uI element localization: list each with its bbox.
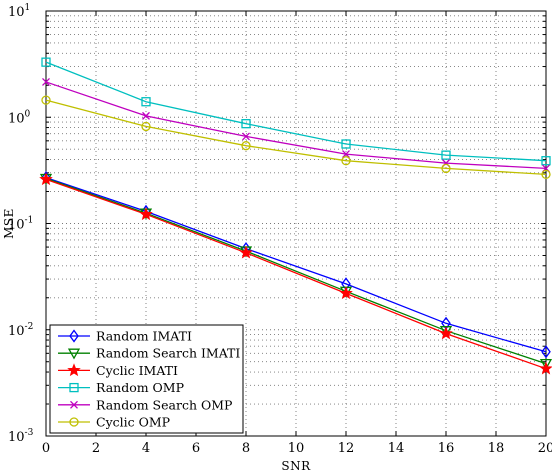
y-axis-title: MSE [2, 208, 16, 239]
legend-item: Cyclic IMATI [58, 363, 178, 378]
data-point [69, 417, 79, 427]
y-tick-label: 10-2 [8, 322, 33, 339]
data-point [241, 141, 251, 151]
x-tick-label: 6 [192, 441, 200, 456]
y-tick-exponent: 1 [25, 3, 31, 13]
data-point [41, 57, 51, 67]
data-point [241, 119, 251, 129]
series-line [45, 177, 547, 365]
data-point [141, 121, 151, 132]
data-point [541, 169, 551, 180]
series [41, 57, 551, 166]
legend-label: Random Search OMP [96, 397, 232, 412]
data-point [141, 97, 151, 107]
x-tick-label: 14 [388, 441, 405, 456]
y-tick-base: 10 [8, 430, 25, 445]
x-tick-label: 0 [42, 441, 50, 456]
legend-item: Random IMATI [58, 329, 192, 344]
data-point [539, 361, 552, 375]
legend-label: Random OMP [96, 380, 184, 395]
x-tick-label: 20 [538, 441, 552, 456]
x-tick-label: 2 [92, 441, 100, 456]
y-tick-exponent: -2 [25, 322, 34, 332]
x-tick-label: 18 [488, 441, 505, 456]
series [39, 172, 552, 375]
legend-label: Random Search IMATI [96, 346, 240, 361]
data-point [39, 172, 53, 186]
series [42, 77, 550, 173]
y-tick-label: 100 [8, 109, 31, 126]
legend-item: Random OMP [58, 380, 184, 395]
data-point [41, 95, 51, 105]
x-tick-label: 10 [288, 441, 305, 456]
data-point [67, 348, 81, 360]
data-point [69, 329, 79, 343]
y-tick-base: 10 [8, 218, 25, 233]
legend-label: Random IMATI [96, 329, 192, 344]
data-point [142, 111, 150, 120]
series [41, 95, 551, 180]
x-tick-label: 12 [338, 441, 355, 456]
legend-item: Cyclic OMP [58, 415, 170, 430]
y-tick-exponent: -1 [25, 216, 34, 226]
x-tick-label: 16 [438, 441, 455, 456]
data-point [341, 156, 351, 166]
data-series [39, 57, 552, 375]
data-point [239, 245, 253, 259]
data-point [339, 286, 353, 300]
y-tick-base: 10 [8, 5, 25, 20]
data-point [441, 150, 451, 160]
data-point [439, 326, 453, 340]
series-line [45, 177, 547, 353]
data-point [541, 156, 551, 166]
legend-item: Random Search IMATI [58, 346, 240, 361]
data-point [42, 77, 50, 86]
data-point [342, 150, 350, 159]
data-point [69, 382, 79, 393]
data-point [70, 400, 78, 409]
x-tick-label: 4 [142, 441, 150, 456]
legend-item: Random Search OMP [58, 397, 232, 412]
series-line [45, 178, 547, 370]
y-tick-base: 10 [8, 324, 25, 339]
series-line [45, 99, 547, 176]
series-line [45, 81, 547, 170]
y-tick-label: 10-1 [8, 216, 33, 233]
legend: Random IMATI Random Search IMATI Cyclic IM… [49, 324, 244, 434]
y-tick-exponent: 0 [25, 109, 31, 119]
data-point [139, 207, 153, 221]
data-point [441, 163, 451, 174]
data-point [242, 132, 250, 141]
data-point [541, 345, 551, 359]
x-axis-title: SNR [281, 459, 311, 473]
data-point [341, 139, 351, 149]
plot-area [45, 10, 547, 437]
y-tick-base: 10 [8, 111, 25, 126]
legend-label: Cyclic OMP [96, 415, 170, 430]
x-tick-label: 8 [242, 441, 250, 456]
data-point [539, 358, 552, 370]
data-point [67, 363, 81, 377]
y-tick-label: 10-3 [8, 428, 34, 445]
legend-label: Cyclic IMATI [96, 363, 178, 378]
series-line [45, 61, 547, 162]
axis-labels: SNR MSE [2, 208, 311, 473]
y-tick-exponent: -3 [25, 428, 34, 438]
legend-box [49, 324, 244, 434]
y-tick-label: 101 [8, 3, 30, 20]
